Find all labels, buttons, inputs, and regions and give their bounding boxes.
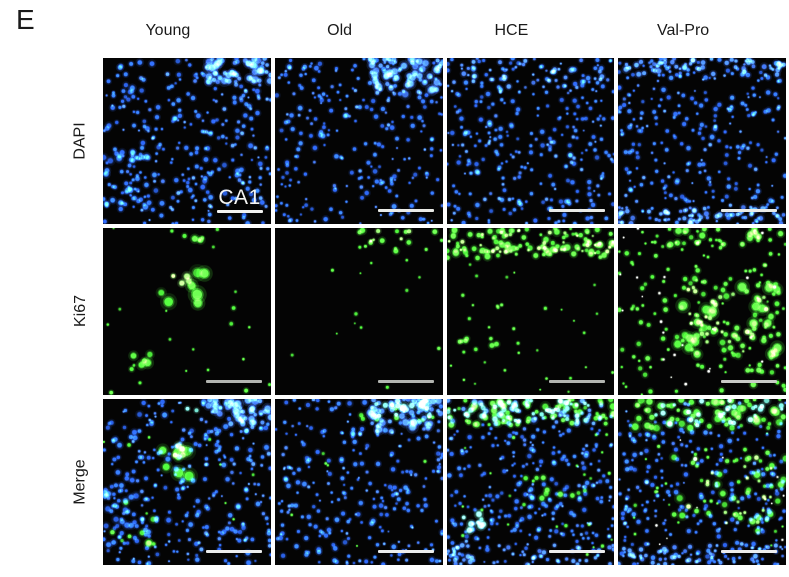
- micrograph-merge-old: [274, 398, 443, 565]
- micrograph-ki67-valpro: [618, 228, 786, 395]
- micrograph-ki67-hce: [446, 228, 615, 395]
- scale-bar: [549, 549, 606, 553]
- row-label-text: DAPI: [71, 122, 89, 160]
- row-labels: DAPI Ki67 Merge: [58, 58, 96, 565]
- region-label-ca1: CA1: [218, 186, 261, 210]
- micrograph-image-dapi-young: [103, 58, 271, 225]
- row-label-ki67: Ki67: [58, 228, 103, 394]
- scale-bar: [377, 379, 434, 383]
- row-label-merge: Merge: [58, 399, 103, 565]
- micrograph-image-ki67-young: [103, 228, 271, 395]
- micrograph-dapi-old: [274, 58, 443, 225]
- scale-bar: [549, 209, 606, 213]
- micrograph-image-ki67-old: [274, 228, 443, 395]
- micrograph-image-dapi-valpro: [618, 58, 786, 225]
- column-header-val-pro: Val-Pro: [657, 22, 710, 39]
- micrograph-image-merge-young: [103, 398, 271, 565]
- micrograph-image-dapi-old: [274, 58, 443, 225]
- micrograph-merge-hce: [446, 398, 615, 565]
- micrograph-image-ki67-valpro: [618, 228, 786, 395]
- micrograph-dapi-young: CA1: [103, 58, 271, 225]
- micrograph-ki67-old: [274, 228, 443, 395]
- scale-bar: [721, 379, 777, 383]
- micrograph-image-merge-old: [274, 398, 443, 565]
- scale-bar: [549, 379, 606, 383]
- scale-bar: [205, 379, 262, 383]
- micrograph-image-ki67-hce: [446, 228, 615, 395]
- micrograph-ki67-young: [103, 228, 271, 395]
- row-label-dapi: DAPI: [58, 58, 103, 224]
- panel-label: E: [16, 4, 35, 35]
- micrograph-dapi-hce: [446, 58, 615, 225]
- column-header-young: Young: [145, 22, 191, 39]
- column-headers: Young Old HCE Val-Pro: [84, 19, 767, 43]
- scale-bar: [721, 209, 777, 213]
- row-label-text: Ki67: [71, 295, 89, 328]
- micrograph-image-dapi-hce: [446, 58, 615, 225]
- scale-bar: [205, 549, 262, 553]
- micrograph-image-merge-hce: [446, 398, 615, 565]
- scale-bar: [377, 209, 434, 213]
- micrograph-dapi-valpro: [618, 58, 786, 225]
- column-header-old: Old: [327, 22, 353, 39]
- column-header-hce: HCE: [494, 22, 529, 39]
- scale-bar: [721, 549, 777, 553]
- micrograph-merge-valpro: [618, 398, 786, 565]
- micrograph-grid: CA1: [103, 58, 786, 565]
- row-label-text: Merge: [71, 459, 89, 505]
- micrograph-image-merge-valpro: [618, 398, 786, 565]
- scale-bar: [216, 210, 263, 214]
- scale-bar: [377, 549, 434, 553]
- micrograph-merge-young: [103, 398, 271, 565]
